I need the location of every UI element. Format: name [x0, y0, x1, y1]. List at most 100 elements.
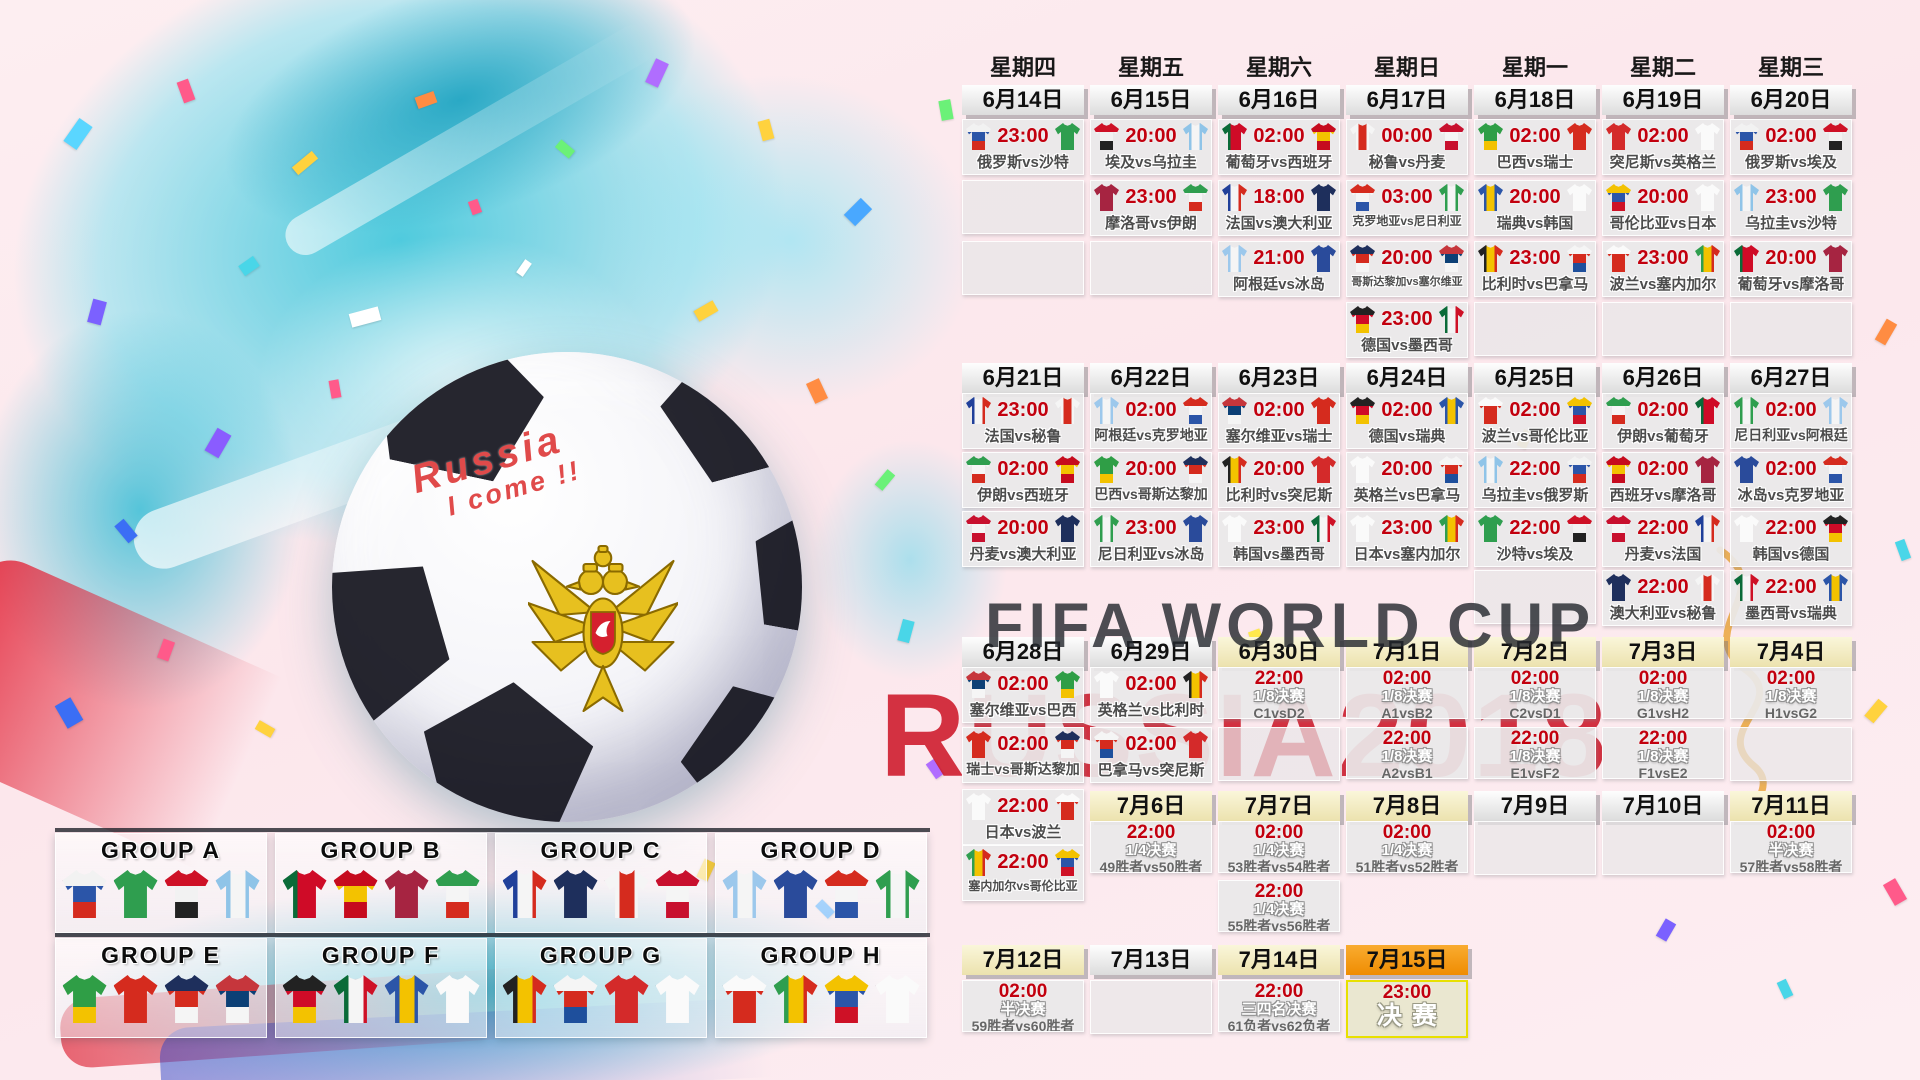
- match-teams: 比利时vs巴拿马: [1481, 276, 1589, 293]
- jersey-icon: [1606, 456, 1631, 483]
- jersey-icon: [1222, 184, 1247, 211]
- jersey-icon: [502, 870, 547, 918]
- match-cell: 20:00 丹麦vs澳大利亚: [962, 511, 1084, 567]
- date-header: 7月11日: [1730, 791, 1852, 821]
- match-time: 22:00: [1637, 576, 1689, 598]
- jersey-icon: [1350, 397, 1375, 424]
- match-time: 20:00: [1381, 247, 1433, 269]
- match-teams: 韩国vs墨西哥: [1233, 546, 1325, 563]
- match-teams: 俄罗斯vs埃及: [1745, 154, 1837, 171]
- jersey-icon: [1350, 306, 1375, 333]
- match-top-row: 20:00: [1219, 453, 1339, 483]
- weekday-label: 星期日: [1373, 55, 1440, 80]
- knockout-cell: 22:00 1/4决赛 49胜者vs50胜者: [1090, 821, 1212, 873]
- pairing-label: 53胜者vs54胜者: [1227, 859, 1331, 873]
- date-header: 6月30日: [1218, 637, 1340, 667]
- jersey-icon: [384, 870, 429, 918]
- match-top-row: 23:00: [963, 120, 1083, 150]
- match-teams: 突尼斯vs英格兰: [1609, 154, 1717, 171]
- match-cell: 21:00 阿根廷vs冰岛: [1218, 241, 1340, 297]
- match-teams: 比利时vs突尼斯: [1225, 487, 1333, 504]
- jersey-icon: [1055, 456, 1080, 483]
- match-cell: 02:00 伊朗vs西班牙: [962, 452, 1084, 508]
- match-time: 22:00: [1254, 881, 1304, 902]
- match-teams: 西班牙vs摩洛哥: [1609, 487, 1717, 504]
- match-time: 02:00: [997, 733, 1049, 755]
- match-cell: 02:00 俄罗斯vs埃及: [1730, 119, 1852, 175]
- match-teams: 葡萄牙vs摩洛哥: [1737, 276, 1845, 293]
- match-time: 02:00: [1125, 673, 1177, 695]
- weekday-label: 星期一: [1501, 55, 1568, 80]
- jersey-icon: [1439, 184, 1464, 211]
- match-teams: 冰岛vs克罗地亚: [1737, 487, 1845, 504]
- jersey-icon: [1350, 245, 1375, 272]
- match-cell: 23:00 波兰vs塞内加尔: [1602, 241, 1724, 297]
- date-header: 7月13日: [1090, 945, 1212, 975]
- match-cell: 02:00 巴西vs瑞士: [1474, 119, 1596, 175]
- match-time: 02:00: [1125, 399, 1177, 421]
- match-time: 02:00: [1766, 668, 1816, 689]
- jersey-icon: [1183, 671, 1208, 698]
- date-header: 6月25日: [1474, 363, 1596, 393]
- match-teams: 法国vs澳大利亚: [1225, 215, 1333, 232]
- jersey-icon: [1567, 397, 1592, 424]
- match-top-row: 02:00: [1347, 394, 1467, 424]
- jersey-icon: [1823, 184, 1848, 211]
- match-time: 20:00: [997, 517, 1049, 539]
- jersey-icon: [1094, 731, 1119, 758]
- jersey-icon: [722, 975, 767, 1023]
- match-time: 23:00: [1253, 517, 1305, 539]
- match-cell: 23:00 乌拉圭vs沙特: [1730, 180, 1852, 236]
- match-cell: 02:00 西班牙vs摩洛哥: [1602, 452, 1724, 508]
- jersey-icon: [1439, 456, 1464, 483]
- knockout-cell: 02:00 半决赛 59胜者vs60胜者: [962, 980, 1084, 1032]
- match-time: 02:00: [1253, 125, 1305, 147]
- jersey-icon: [966, 397, 991, 424]
- jersey-icon: [1183, 456, 1208, 483]
- match-top-row: 20:00: [1091, 120, 1211, 150]
- match-teams: 葡萄牙vs西班牙: [1225, 154, 1333, 171]
- jersey-icon: [1734, 574, 1759, 601]
- match-cell: 02:00 波兰vs哥伦比亚: [1474, 393, 1596, 449]
- match-teams: 韩国vs德国: [1752, 546, 1830, 563]
- jersey-icon: [1734, 515, 1759, 542]
- jersey-icon: [1567, 123, 1592, 150]
- match-cell: 23:00 韩国vs墨西哥: [1218, 511, 1340, 567]
- match-top-row: 02:00: [963, 728, 1083, 758]
- match-time: 02:00: [1382, 668, 1432, 689]
- jersey-icon: [1222, 397, 1247, 424]
- jersey-icon: [1094, 456, 1119, 483]
- jersey-icon: [1311, 245, 1336, 272]
- knockout-cell: 22:00 1/8决赛 C1vsD2: [1218, 667, 1340, 719]
- pairing-label: A2vsB1: [1381, 765, 1433, 779]
- match-time: 20:00: [1637, 186, 1689, 208]
- jersey-icon: [1823, 397, 1848, 424]
- jersey-icon: [1094, 397, 1119, 424]
- date-header: 6月17日: [1346, 85, 1468, 115]
- match-cell: 20:00 巴西vs哥斯达黎加: [1090, 452, 1212, 508]
- match-time: 18:00: [1253, 186, 1305, 208]
- match-cell: 02:00 葡萄牙vs西班牙: [1218, 119, 1340, 175]
- match-top-row: 20:00: [1475, 181, 1595, 211]
- match-teams: 哥伦比亚vs日本: [1609, 215, 1717, 232]
- jersey-icon: [1478, 397, 1503, 424]
- match-top-row: 23:00: [1091, 181, 1211, 211]
- match-top-row: 20:00: [1731, 242, 1851, 272]
- match-top-row: 23:00: [1091, 512, 1211, 542]
- match-cell: 20:00 比利时vs突尼斯: [1218, 452, 1340, 508]
- jersey-icon: [384, 975, 429, 1023]
- jersey-icon: [1183, 515, 1208, 542]
- group-jersey-row: [56, 870, 266, 918]
- jersey-icon: [1183, 123, 1208, 150]
- group-box: GROUP F: [275, 938, 487, 1038]
- jersey-icon: [1439, 397, 1464, 424]
- match-cell: 22:00 日本vs波兰: [962, 789, 1084, 845]
- match-top-row: 02:00: [1603, 120, 1723, 150]
- jersey-icon: [1439, 306, 1464, 333]
- match-top-row: 20:00: [1603, 181, 1723, 211]
- stage-label: 1/4决赛: [1381, 842, 1433, 859]
- match-time: 02:00: [997, 458, 1049, 480]
- group-box: GROUP C: [495, 833, 707, 933]
- group-label: GROUP B: [320, 837, 442, 863]
- date-header: 6月21日: [962, 363, 1084, 393]
